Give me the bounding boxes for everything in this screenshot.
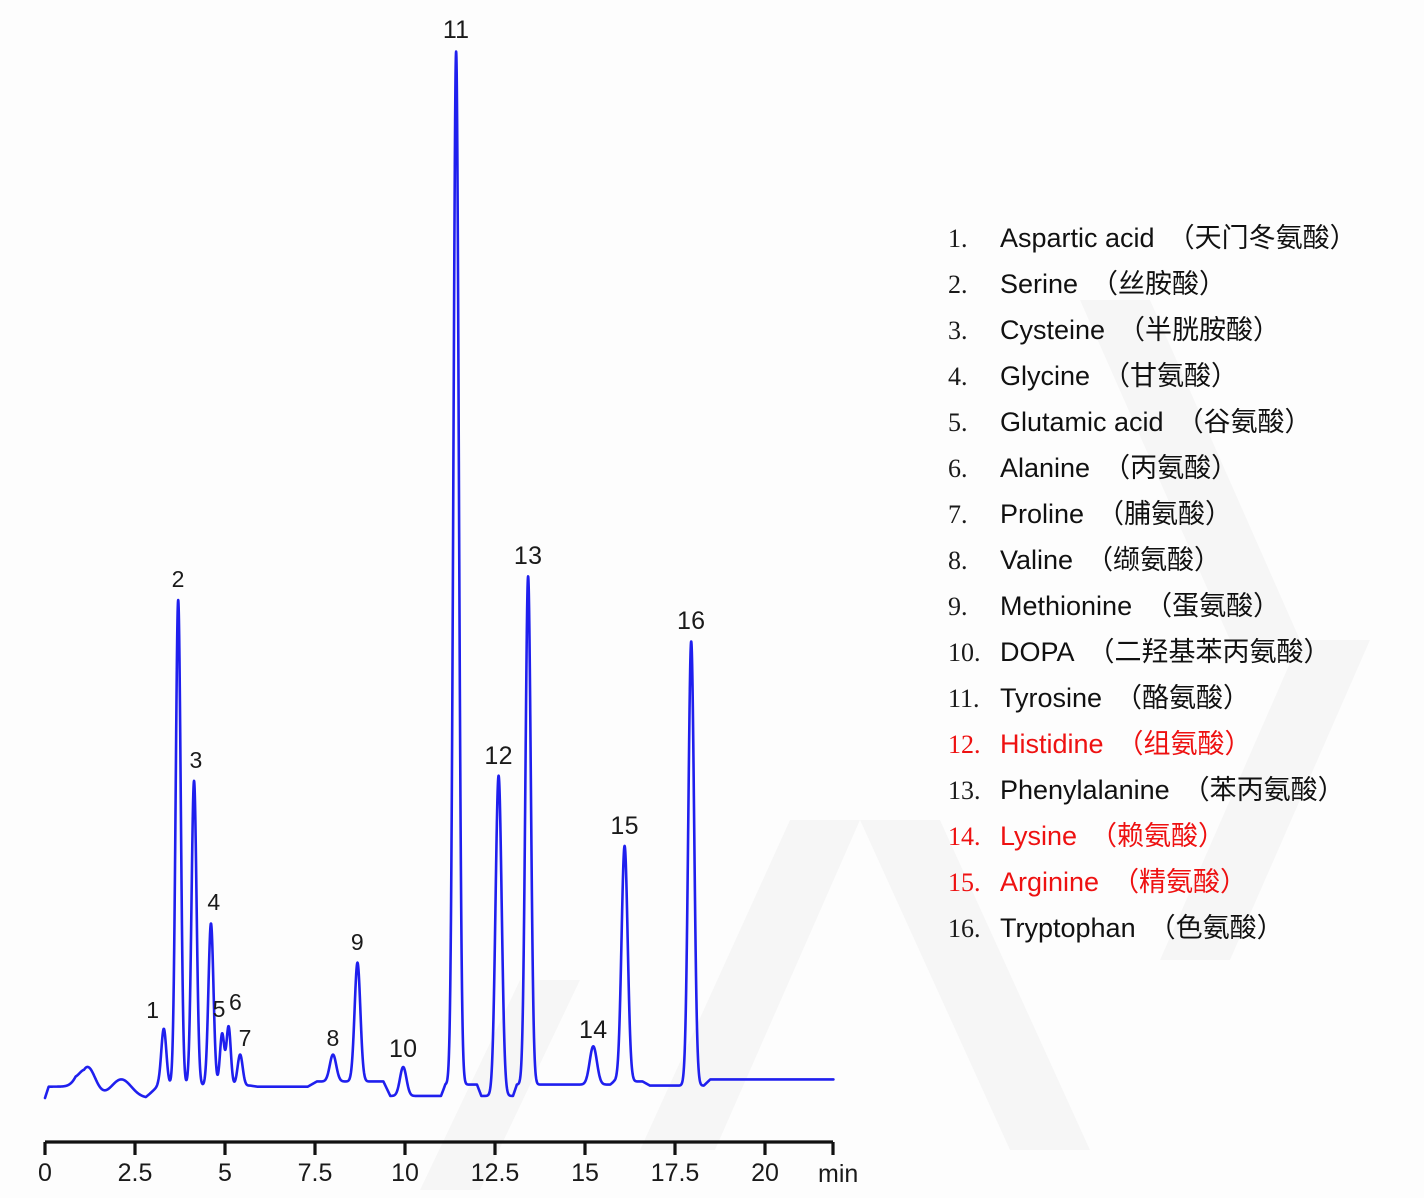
chromatogram-plot: 0 2.5 5 7.5 10 12.5 15 17.5 20 1 2 3 4 5 6 7 8 9 10 11 12 13… xyxy=(38,15,859,1188)
x-tick-label: 0 xyxy=(38,1159,52,1187)
legend-item-name: Histidine xyxy=(1000,729,1104,759)
legend-item-chinese-name: （天门冬氨酸） xyxy=(1167,223,1357,253)
x-axis xyxy=(43,1140,835,1155)
legend-item-number: 16. xyxy=(948,914,981,943)
chromatogram-trace xyxy=(43,50,835,1100)
legend-item: 15. Arginine （精氨酸） xyxy=(948,860,1418,897)
x-tick-label: 15 xyxy=(571,1159,599,1187)
legend-item-chinese-name: （丙氨酸） xyxy=(1103,453,1239,483)
peak-label-16: 16 xyxy=(676,607,706,636)
peak-label-9: 9 xyxy=(350,928,365,955)
legend-item-number: 5. xyxy=(948,408,968,437)
legend-item-chinese-name: （赖氨酸） xyxy=(1090,821,1226,851)
legend-item-name: Tryptophan xyxy=(1000,913,1136,943)
legend-item-name: Tyrosine xyxy=(1000,683,1103,713)
legend-item-name: Aspartic acid xyxy=(1000,223,1155,253)
peak-label-5: 5 xyxy=(212,995,226,1022)
legend-item-number: 1. xyxy=(948,224,968,253)
x-tick-label: 12.5 xyxy=(470,1159,520,1187)
peak-label-11: 11 xyxy=(442,15,470,44)
legend-item-number: 12. xyxy=(948,730,981,759)
legend-item-chinese-name: （脯氨酸） xyxy=(1097,499,1233,529)
legend-item-number: 10. xyxy=(948,638,981,667)
legend-item-number: 8. xyxy=(948,546,968,575)
legend-item-chinese-name: （甘氨酸） xyxy=(1103,361,1239,391)
legend-item-chinese-name: （丝胺酸） xyxy=(1091,269,1227,299)
legend-item: 13. Phenylalanine （苯丙氨酸） xyxy=(948,768,1418,805)
legend-item-chinese-name: （组氨酸） xyxy=(1116,729,1252,759)
legend-item-number: 2. xyxy=(948,270,968,299)
legend-item-chinese-name: （二羟基苯丙氨酸） xyxy=(1087,637,1331,667)
legend-item-chinese-name: （苯丙氨酸） xyxy=(1182,775,1345,805)
legend-item: 7. Proline （脯氨酸） xyxy=(948,492,1418,529)
legend-item-name: Serine xyxy=(1000,269,1079,299)
legend-item: 4. Glycine （甘氨酸） xyxy=(948,354,1418,391)
legend-item-number: 11. xyxy=(948,684,980,713)
legend-item-number: 14. xyxy=(948,822,981,851)
legend-item-name: Arginine xyxy=(1000,867,1100,897)
legend-item-chinese-name: （精氨酸） xyxy=(1112,867,1248,897)
legend-item-number: 13. xyxy=(948,776,981,805)
legend-item-name: Methionine xyxy=(1000,591,1133,621)
legend-item: 10. DOPA （二羟基苯丙氨酸） xyxy=(948,630,1418,667)
legend-item: 9. Methionine （蛋氨酸） xyxy=(948,584,1418,621)
legend-item-name: Proline xyxy=(1000,499,1085,529)
legend-item-chinese-name: （谷氨酸） xyxy=(1176,407,1312,437)
x-tick-label: 2.5 xyxy=(117,1159,153,1187)
legend-item: 1. Aspartic acid （天门冬氨酸） xyxy=(948,216,1418,253)
peak-label-7: 7 xyxy=(238,1024,252,1051)
x-axis-line xyxy=(43,1140,835,1155)
legend-item: 5. Glutamic acid （谷氨酸） xyxy=(948,400,1418,437)
legend-item-name: Phenylalanine xyxy=(1000,775,1170,805)
legend-item-name: Alanine xyxy=(1000,453,1091,483)
legend-item: 8. Valine （缬氨酸） xyxy=(948,538,1418,575)
legend-item-name: Valine xyxy=(1000,545,1074,575)
legend-item-number: 3. xyxy=(948,316,968,345)
legend-item-number: 4. xyxy=(948,362,968,391)
legend-item: 16. Tryptophan （色氨酸） xyxy=(948,906,1418,943)
peak-label-15: 15 xyxy=(610,811,639,840)
legend-item: 11. Tyrosine （酪氨酸） xyxy=(948,676,1418,713)
legend-item-name: Lysine xyxy=(1000,821,1078,851)
x-tick-label: 20 xyxy=(751,1159,779,1187)
peak-label-12: 12 xyxy=(484,741,513,770)
peak-label-13: 13 xyxy=(513,542,543,571)
peak-label-1: 1 xyxy=(146,996,160,1023)
peak-label-10: 10 xyxy=(388,1035,418,1063)
legend-item-name: Glutamic acid xyxy=(1000,407,1164,437)
peak-label-14: 14 xyxy=(579,1016,608,1045)
legend-item-chinese-name: （色氨酸） xyxy=(1148,913,1284,943)
legend-item: 14. Lysine （赖氨酸） xyxy=(948,814,1418,851)
legend-item-number: 15. xyxy=(948,868,981,897)
peak-label-3: 3 xyxy=(189,746,203,773)
legend-item-number: 6. xyxy=(948,454,968,483)
legend-item-number: 9. xyxy=(948,592,968,621)
compound-legend: 1. Aspartic acid （天门冬氨酸） 2. Serine （丝胺酸） 3. Cys… xyxy=(948,216,1418,952)
legend-item-number: 7. xyxy=(948,500,968,529)
peak-label-8: 8 xyxy=(326,1024,340,1051)
legend-item: 3. Cysteine （半胱胺酸） xyxy=(948,308,1418,345)
legend-item-name: Glycine xyxy=(1000,361,1091,391)
legend-item: 2. Serine （丝胺酸） xyxy=(948,262,1418,299)
legend-item-name: DOPA xyxy=(1000,637,1075,667)
peak-label-4: 4 xyxy=(207,889,221,916)
x-tick-label: 17.5 xyxy=(650,1159,700,1187)
peak-label-6: 6 xyxy=(229,988,243,1015)
legend-item-name: Cysteine xyxy=(1000,315,1106,345)
x-tick-label: 10 xyxy=(391,1159,419,1187)
legend-item-chinese-name: （缬氨酸） xyxy=(1086,545,1222,575)
x-tick-label: 7.5 xyxy=(297,1159,333,1187)
legend-item-chinese-name: （酪氨酸） xyxy=(1115,683,1251,713)
peak-label-2: 2 xyxy=(171,566,185,593)
legend-item-chinese-name: （蛋氨酸） xyxy=(1145,591,1281,621)
legend-item-chinese-name: （半胱胺酸） xyxy=(1118,315,1281,345)
legend-item: 6. Alanine （丙氨酸） xyxy=(948,446,1418,483)
x-tick-label: 5 xyxy=(218,1159,232,1187)
legend-item: 12. Histidine （组氨酸） xyxy=(948,722,1418,759)
x-axis-unit-label: min xyxy=(818,1160,859,1188)
